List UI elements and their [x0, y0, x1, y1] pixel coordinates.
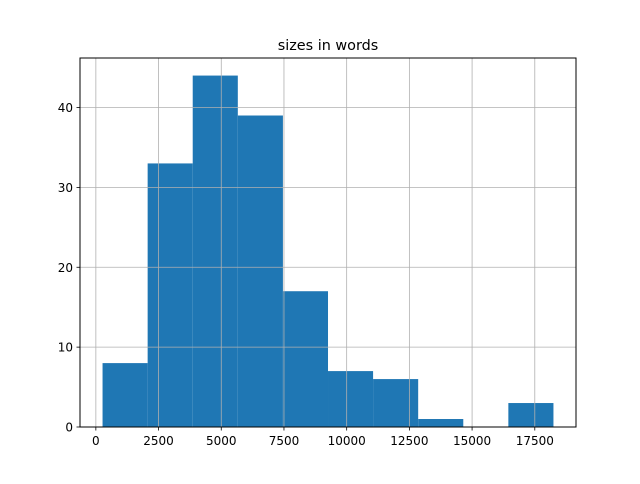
x-tick-label: 2500: [143, 434, 174, 448]
x-tick-label: 7500: [269, 434, 300, 448]
y-tick-label: 20: [58, 261, 73, 275]
x-tick-label: 12500: [390, 434, 428, 448]
chart-title: sizes in words: [278, 38, 379, 54]
bars: [102, 75, 554, 428]
x-tick-label: 15000: [453, 434, 491, 448]
x-tick-label: 10000: [328, 434, 366, 448]
x-tick-label: 5000: [206, 434, 237, 448]
histogram-bar: [147, 163, 193, 427]
y-tick-label: 40: [58, 101, 73, 115]
histogram-bar: [102, 363, 148, 427]
histogram-bar: [508, 403, 554, 427]
grid: [80, 58, 576, 428]
histogram-bar: [192, 75, 238, 428]
x-tick-label: 17500: [516, 434, 554, 448]
x-tick-label: 0: [92, 434, 100, 448]
y-tick-label: 0: [65, 421, 73, 435]
axes-frame: [79, 57, 577, 428]
histogram-bar: [328, 371, 374, 427]
y-tick-label: 30: [58, 181, 73, 195]
histogram-bar: [418, 419, 464, 427]
histogram-bar: [237, 115, 283, 427]
x-axis: 0 2500 5000 7500 10000 12500 15000 17500: [92, 427, 554, 448]
y-axis: 0 10 20 30 40: [58, 101, 80, 435]
histogram-bar: [373, 379, 419, 427]
histogram-bar: [282, 291, 329, 427]
y-tick-label: 10: [58, 341, 73, 355]
